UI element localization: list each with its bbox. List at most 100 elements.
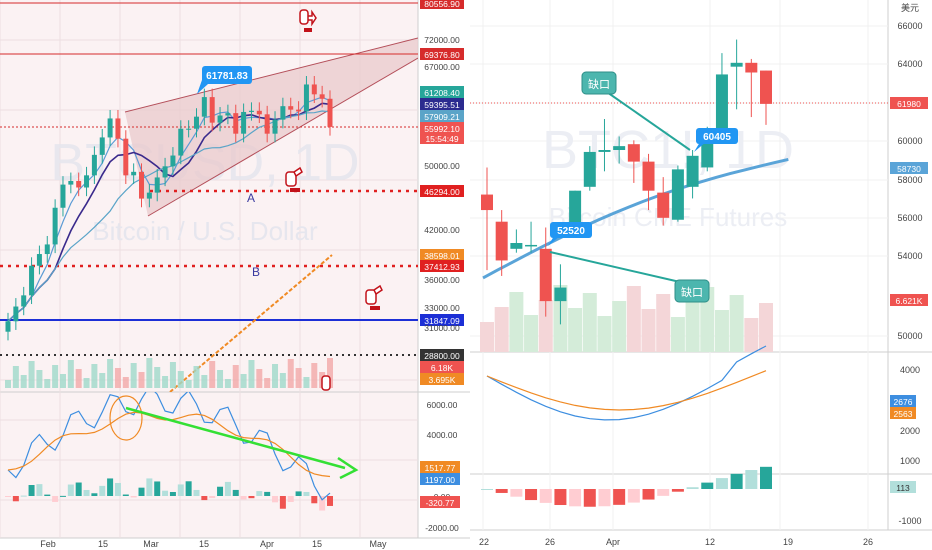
candle-body bbox=[193, 116, 199, 129]
volume-bar bbox=[99, 373, 106, 388]
volume-bar bbox=[303, 377, 310, 388]
moving-average-slow bbox=[7, 102, 331, 322]
candle-body bbox=[525, 244, 538, 247]
macd-axis-label: 1197.00 bbox=[420, 473, 460, 485]
volume-bar bbox=[169, 362, 176, 388]
candle-body bbox=[21, 295, 27, 307]
volume-bar bbox=[130, 363, 137, 388]
volume-bar bbox=[240, 374, 247, 388]
candle-body bbox=[13, 306, 19, 322]
time-axis-tick: Mar bbox=[143, 539, 159, 549]
volume-bar bbox=[138, 372, 145, 388]
oscillator-fast-line bbox=[486, 345, 767, 421]
histogram-bar bbox=[715, 478, 728, 489]
macd-histogram-bar bbox=[67, 484, 74, 496]
volume-bar bbox=[146, 358, 153, 388]
macd-histogram-bar bbox=[5, 496, 11, 497]
volume-bar bbox=[287, 359, 294, 388]
candle-body bbox=[201, 97, 207, 117]
watermark-symbol: BTC1!, 1D bbox=[542, 120, 794, 180]
macd-histogram-bar bbox=[177, 484, 184, 496]
candle-body bbox=[162, 166, 168, 178]
macd-histogram-bar bbox=[122, 494, 129, 496]
candle-body bbox=[139, 171, 145, 199]
candle-body bbox=[170, 155, 176, 167]
price-axis-tick: 66000 bbox=[897, 21, 922, 31]
svg-text:6.18K: 6.18K bbox=[431, 363, 454, 373]
volume-bar bbox=[193, 366, 200, 388]
macd-histogram-bar bbox=[248, 496, 255, 499]
volume-bar bbox=[209, 361, 216, 388]
right-time-axis[interactable]: 22 26 Apr 12 19 26 bbox=[479, 537, 873, 547]
price-axis-tick: 42000.00 bbox=[424, 225, 460, 235]
price-axis-label: 69376.80 bbox=[420, 48, 464, 60]
macd-histogram-bar bbox=[185, 481, 192, 496]
volume-bar bbox=[232, 365, 239, 388]
candle-body bbox=[154, 177, 160, 193]
right-price-axis[interactable]: 美元 66000 64000 60000 58000 56000 54000 50000 619… bbox=[890, 2, 928, 526]
volume-bar bbox=[626, 286, 641, 352]
peak-price-callout: 61781.83 bbox=[197, 66, 252, 94]
price-callout-high: 60405 bbox=[694, 128, 738, 152]
macd-histogram-bar bbox=[193, 489, 200, 496]
orange-trend-line bbox=[169, 254, 333, 392]
btcusd-chart-panel[interactable]: BTCUSD, 1D Bitcoin / U.S. Dollar A B bbox=[0, 0, 470, 550]
price-axis-tick: 58000 bbox=[897, 175, 922, 185]
candle-body bbox=[5, 321, 11, 332]
moving-average bbox=[482, 157, 789, 280]
wedge-lower-line bbox=[147, 57, 418, 217]
volume-bar bbox=[248, 360, 255, 388]
candle-body bbox=[760, 70, 772, 104]
candle-body bbox=[84, 175, 90, 188]
svg-text:-320.77: -320.77 bbox=[426, 498, 455, 508]
svg-text:1517.77: 1517.77 bbox=[425, 463, 456, 473]
macd-histogram-bar bbox=[28, 485, 35, 496]
candle-body bbox=[225, 113, 231, 116]
highlight-ellipse bbox=[109, 395, 143, 441]
candle-body bbox=[583, 151, 596, 187]
volume-bar bbox=[83, 378, 90, 388]
candle-body bbox=[715, 74, 728, 131]
oscillator-axis-tick: 1000 bbox=[900, 456, 920, 466]
histogram-bar bbox=[627, 489, 640, 503]
candle-body bbox=[44, 244, 50, 255]
oscillator-axis-tick: -1000 bbox=[898, 516, 921, 526]
price-axis-tick: 54000 bbox=[897, 251, 922, 261]
zone-label-a: A bbox=[247, 191, 255, 205]
svg-text:61781.83: 61781.83 bbox=[206, 71, 248, 82]
histogram-bar bbox=[657, 489, 670, 496]
candle-body bbox=[186, 128, 192, 130]
price-axis-label: 38598.01 bbox=[420, 249, 464, 261]
oscillator-axis-label: 2563 bbox=[890, 407, 916, 419]
candle-body bbox=[178, 128, 184, 156]
gap-callout-upper: 缺口 bbox=[581, 71, 691, 151]
oscillator-axis-label: 113 bbox=[890, 481, 916, 493]
macd-histogram-bar bbox=[169, 492, 176, 496]
price-candles bbox=[481, 39, 772, 325]
candle-body bbox=[272, 119, 278, 134]
macd-histogram-bar bbox=[162, 490, 169, 496]
price-axis-label: 37412.93 bbox=[420, 260, 464, 272]
left-price-axis[interactable]: 80556.90 69376.80 61208.40 59395.51 57909.21… bbox=[420, 0, 464, 385]
macd-histogram-bar bbox=[327, 496, 333, 506]
svg-text:57909.21: 57909.21 bbox=[424, 112, 460, 122]
macd-histogram-bar bbox=[83, 489, 90, 496]
btc-futures-chart-panel[interactable]: BTC1!, 1D Bitcoin CME Futures 缺口 缺口 5252… bbox=[470, 0, 932, 550]
candle-body bbox=[29, 265, 35, 296]
svg-text:2563: 2563 bbox=[894, 409, 913, 419]
volume-bar bbox=[685, 302, 700, 352]
volume-bar bbox=[568, 308, 583, 352]
candle-body bbox=[311, 84, 317, 95]
left-time-axis[interactable]: Feb 15 Mar 15 Apr 15 May bbox=[40, 539, 387, 549]
macd-line bbox=[7, 392, 331, 501]
volume-bar bbox=[75, 369, 82, 388]
macd-histogram-bar bbox=[12, 496, 19, 502]
pointing-hand-icon bbox=[285, 166, 303, 192]
macd-histogram-bar bbox=[52, 496, 59, 502]
macd-pane-background bbox=[0, 392, 418, 538]
left-macd-axis[interactable]: 6000.004000.002000.000.00-2000.001517.77… bbox=[420, 400, 460, 533]
macd-histogram-bar bbox=[114, 482, 121, 496]
macd-histogram-bar bbox=[232, 489, 239, 496]
candle-body bbox=[209, 97, 215, 123]
volume-bar bbox=[311, 363, 318, 388]
